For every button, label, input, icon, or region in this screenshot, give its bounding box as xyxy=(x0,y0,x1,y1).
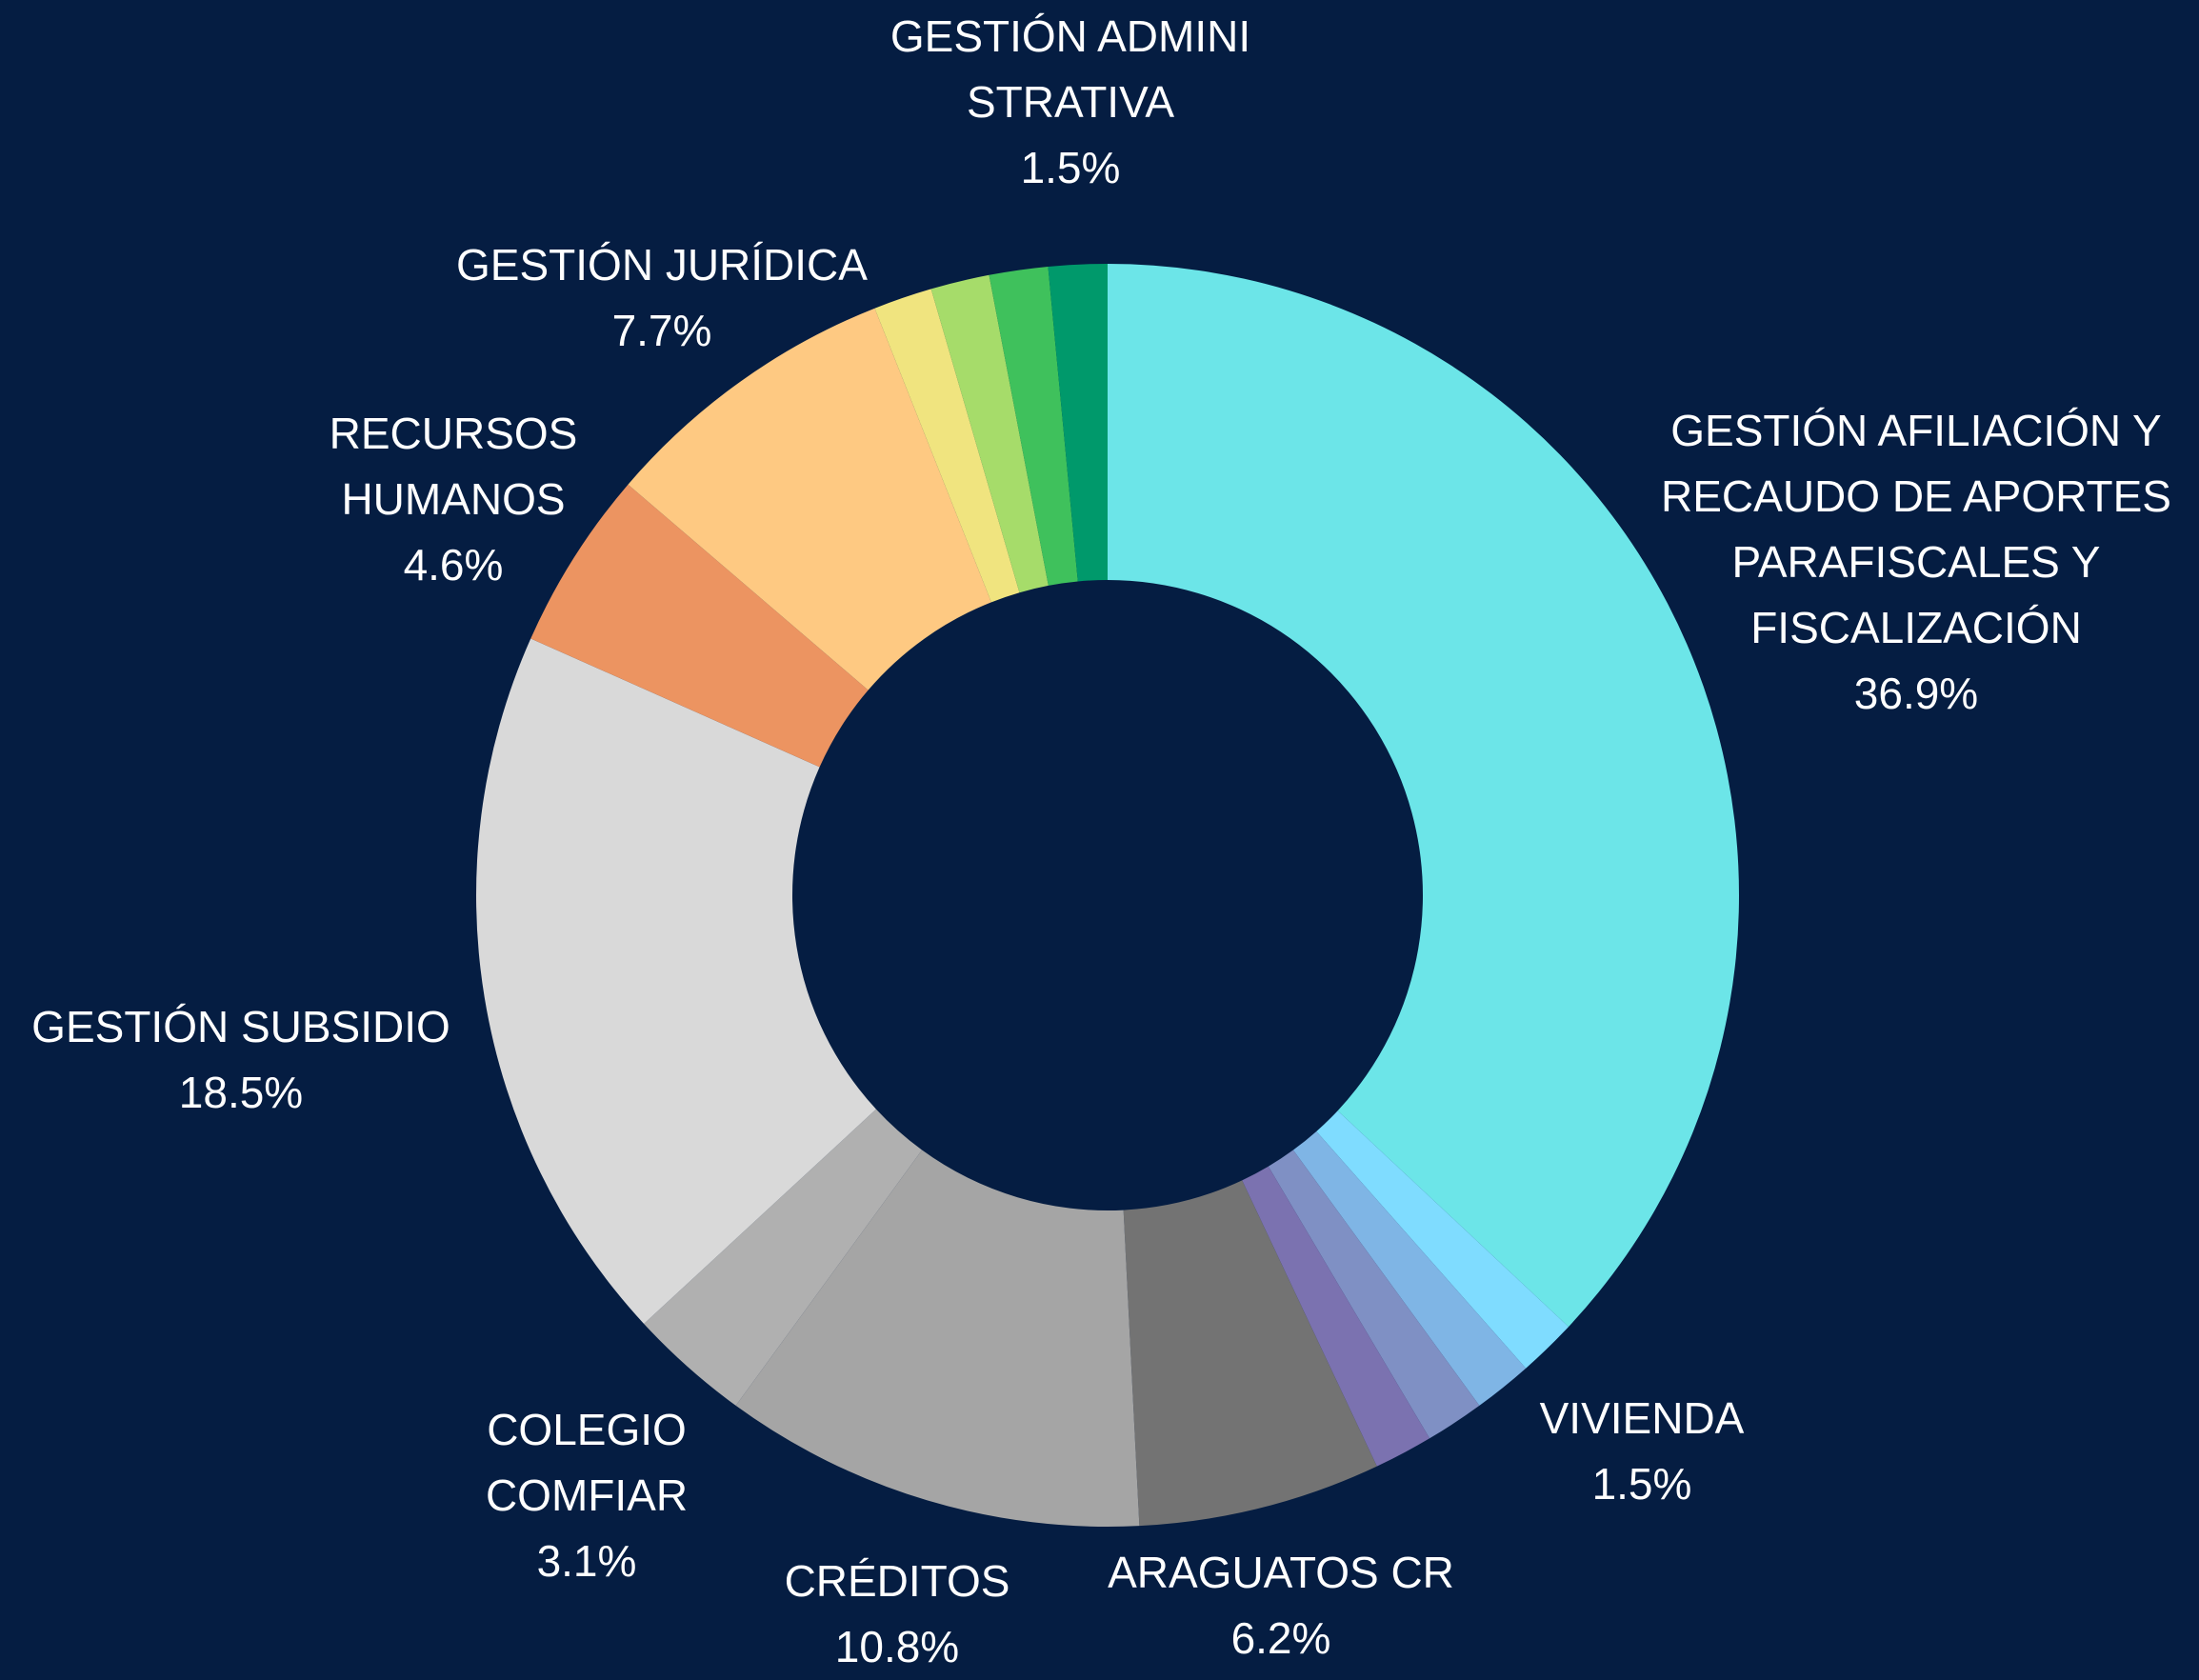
donut-segment xyxy=(644,1109,923,1406)
donut-segment xyxy=(530,484,869,768)
segment-label: GESTIÓN ADMINISTRATIVA 1.5% xyxy=(890,4,1251,201)
category-label: COLEGIO COMFIAR xyxy=(485,1405,689,1520)
category-label: RECURSOS HUMANOS xyxy=(329,409,578,524)
category-label: CRÉDITOS xyxy=(784,1556,1010,1606)
donut-segment xyxy=(628,308,991,690)
category-label: GESTIÓN AFILIACIÓN Y RECAUDO DE APORTES … xyxy=(1661,406,2171,652)
value-label: 7.7% xyxy=(611,306,712,355)
donut-segment xyxy=(1316,1110,1569,1369)
segment-label: ARAGUATOS CR 6.2% xyxy=(1081,1540,1481,1671)
donut-segment xyxy=(475,638,876,1325)
segment-label: VIVIENDA 1.5% xyxy=(1499,1386,1785,1517)
category-label: GESTIÓN JURÍDICA xyxy=(456,240,868,290)
segment-label: GESTIÓN SUBSIDIO 18.5% xyxy=(12,994,470,1126)
segment-label: GESTIÓN JURÍDICA 7.7% xyxy=(433,232,890,364)
category-label: GESTIÓN SUBSIDIO xyxy=(31,1002,450,1051)
value-label: 6.2% xyxy=(1230,1613,1331,1663)
value-label: 18.5% xyxy=(178,1068,304,1117)
segment-label: COLEGIO COMFIAR 3.1% xyxy=(477,1397,696,1594)
value-label: 4.6% xyxy=(403,540,504,590)
donut-segment xyxy=(1268,1150,1480,1439)
category-label: VIVIENDA xyxy=(1539,1393,1745,1443)
donut-segment xyxy=(1123,1180,1377,1527)
donut-segment xyxy=(1242,1166,1430,1467)
donut-segment xyxy=(1108,264,1739,1328)
value-label: 3.1% xyxy=(536,1536,637,1586)
segment-label: CRÉDITOS 10.8% xyxy=(754,1549,1040,1680)
donut-segment xyxy=(1048,264,1108,582)
value-label: 1.5% xyxy=(1020,143,1121,192)
category-label: ARAGUATOS CR xyxy=(1108,1548,1454,1597)
donut-segment xyxy=(989,266,1078,586)
category-label: GESTIÓN ADMINISTRATIVA xyxy=(890,11,1251,127)
segment-label: RECURSOS HUMANOS 4.6% xyxy=(325,401,582,598)
donut-segment xyxy=(1292,1130,1527,1406)
value-label: 36.9% xyxy=(1853,669,1979,718)
donut-segment xyxy=(735,1150,1140,1527)
value-label: 1.5% xyxy=(1591,1459,1692,1509)
donut-segment xyxy=(930,274,1049,593)
donut-segment xyxy=(874,289,1020,603)
segment-label: GESTIÓN AFILIACIÓN Y RECAUDO DE APORTES … xyxy=(1635,398,2197,727)
value-label: 10.8% xyxy=(834,1622,960,1671)
